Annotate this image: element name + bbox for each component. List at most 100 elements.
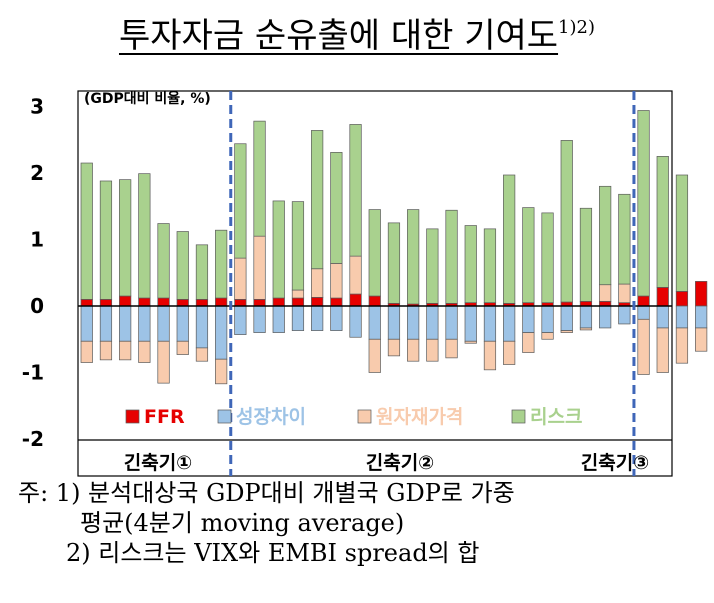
bar-segment xyxy=(253,235,266,300)
bar-segment xyxy=(234,257,247,300)
bar-segment xyxy=(138,297,151,307)
bar-segment xyxy=(599,185,612,286)
bar-segment xyxy=(311,130,324,270)
legend-label: 리스크 xyxy=(530,406,582,428)
period-label: 긴축기① xyxy=(124,452,193,474)
bar-segment xyxy=(368,295,381,307)
y-tick-label: 3 xyxy=(30,95,44,119)
bar-segment xyxy=(483,340,497,371)
bar-segment xyxy=(579,207,593,302)
bar-segment xyxy=(445,209,458,304)
bar-segment xyxy=(599,305,612,329)
bar-segment xyxy=(695,281,708,307)
bar-segment xyxy=(349,124,362,257)
bar-segment xyxy=(234,305,247,335)
bar-segment xyxy=(656,156,669,288)
bar-segment xyxy=(387,305,401,340)
bar-segment xyxy=(119,305,132,342)
bar-segment xyxy=(464,305,477,342)
bar-segment xyxy=(445,305,458,340)
bar-segment xyxy=(503,174,516,304)
bar-segment xyxy=(579,305,593,329)
bar-segment xyxy=(426,228,439,304)
plot-frame xyxy=(77,90,673,477)
bar-segment xyxy=(349,255,362,295)
bar-segment xyxy=(560,330,573,333)
legend-label: 원자재가격 xyxy=(376,406,463,428)
bar-segment xyxy=(368,305,381,340)
bar-segment xyxy=(195,347,209,362)
bar-segment xyxy=(541,212,554,304)
bar-segment xyxy=(541,305,554,333)
bar-segment xyxy=(675,305,689,329)
bar-segment xyxy=(176,340,189,355)
bar-segment xyxy=(637,110,650,297)
legend-swatch xyxy=(357,409,372,424)
unit-label: (GDP대비 비율, %) xyxy=(84,90,211,107)
bar-segment xyxy=(426,305,439,340)
bar-segment xyxy=(368,209,381,297)
bar-segment xyxy=(253,305,266,333)
bar-segment xyxy=(618,305,631,325)
bar-segment xyxy=(349,293,362,307)
bar-segment xyxy=(387,222,401,304)
bar-segment xyxy=(675,291,689,307)
bar-segment xyxy=(311,305,324,331)
bar-segment xyxy=(407,209,420,305)
footnotes: 주: 1) 분석대상국 GDP대비 개별국 GDP로 가중 평균(4분기 mov… xyxy=(18,478,515,568)
bar-segment xyxy=(503,340,516,365)
bar-segment xyxy=(157,340,170,384)
bar-segment xyxy=(291,289,305,299)
title-footnote-marks: 1)2) xyxy=(558,17,595,38)
bar-segment xyxy=(445,338,458,359)
bar-segment xyxy=(311,268,324,298)
bar-segment xyxy=(291,305,305,331)
bar-segment xyxy=(80,299,93,307)
bar-segment xyxy=(157,305,170,342)
bar-segment xyxy=(675,174,689,292)
y-tick-label: -2 xyxy=(22,427,44,451)
bar-segment xyxy=(234,299,247,307)
bar-segment xyxy=(368,338,381,373)
bar-segment xyxy=(80,340,93,363)
bar-segment xyxy=(675,327,689,364)
bar-segment xyxy=(330,152,343,264)
bar-segment xyxy=(656,305,669,329)
bar-segment xyxy=(522,305,535,333)
legend-swatch xyxy=(217,409,232,424)
bar-segment xyxy=(138,305,151,342)
bar-segment xyxy=(176,231,189,300)
bar-segment xyxy=(291,201,305,291)
bar-segment xyxy=(426,338,439,362)
bar-segment xyxy=(253,120,266,237)
bar-segment xyxy=(695,305,708,329)
bar-segment xyxy=(157,223,170,299)
bar-segment xyxy=(157,297,170,307)
bar-segment xyxy=(119,340,132,361)
bar-segment xyxy=(387,338,401,357)
bar-segment xyxy=(195,305,209,349)
bar-segment xyxy=(176,305,189,342)
bar-segment xyxy=(119,179,132,297)
bar-segment xyxy=(637,318,650,375)
bar-segment xyxy=(138,173,151,299)
bar-segment xyxy=(99,340,113,361)
bar-segment xyxy=(195,299,209,307)
bar-segment xyxy=(215,297,228,307)
bar-segment xyxy=(349,305,362,338)
bar-segment xyxy=(311,297,324,307)
chart-title: 투자자금 순유출에 대한 기여도1)2) xyxy=(118,16,595,56)
y-tick-label: 2 xyxy=(30,161,44,185)
bar-segment xyxy=(330,305,343,331)
bar-segment xyxy=(522,207,535,304)
bar-segment xyxy=(99,180,113,300)
y-tick-label: 1 xyxy=(30,228,44,252)
legend-swatch xyxy=(125,409,140,424)
bar-segment xyxy=(138,340,151,363)
chart: -2 -1 0 1 2 3 (GDP대비 비율, %) 긴축기① 긴축기② 긴축기③ FFR 성장차이… xyxy=(22,90,708,477)
bar-segment xyxy=(637,305,650,320)
bar-segment xyxy=(80,162,93,300)
footnote-1-cont: 평균(4분기 moving average) xyxy=(80,509,405,537)
bar-segment xyxy=(483,228,497,304)
plot-area: -2 -1 0 1 2 3 (GDP대비 비율, %) 긴축기① 긴축기② 긴축기③ FFR 성장차이… xyxy=(22,90,708,477)
